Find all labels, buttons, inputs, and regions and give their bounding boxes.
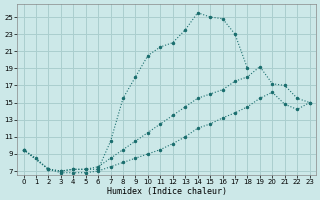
- X-axis label: Humidex (Indice chaleur): Humidex (Indice chaleur): [107, 187, 227, 196]
